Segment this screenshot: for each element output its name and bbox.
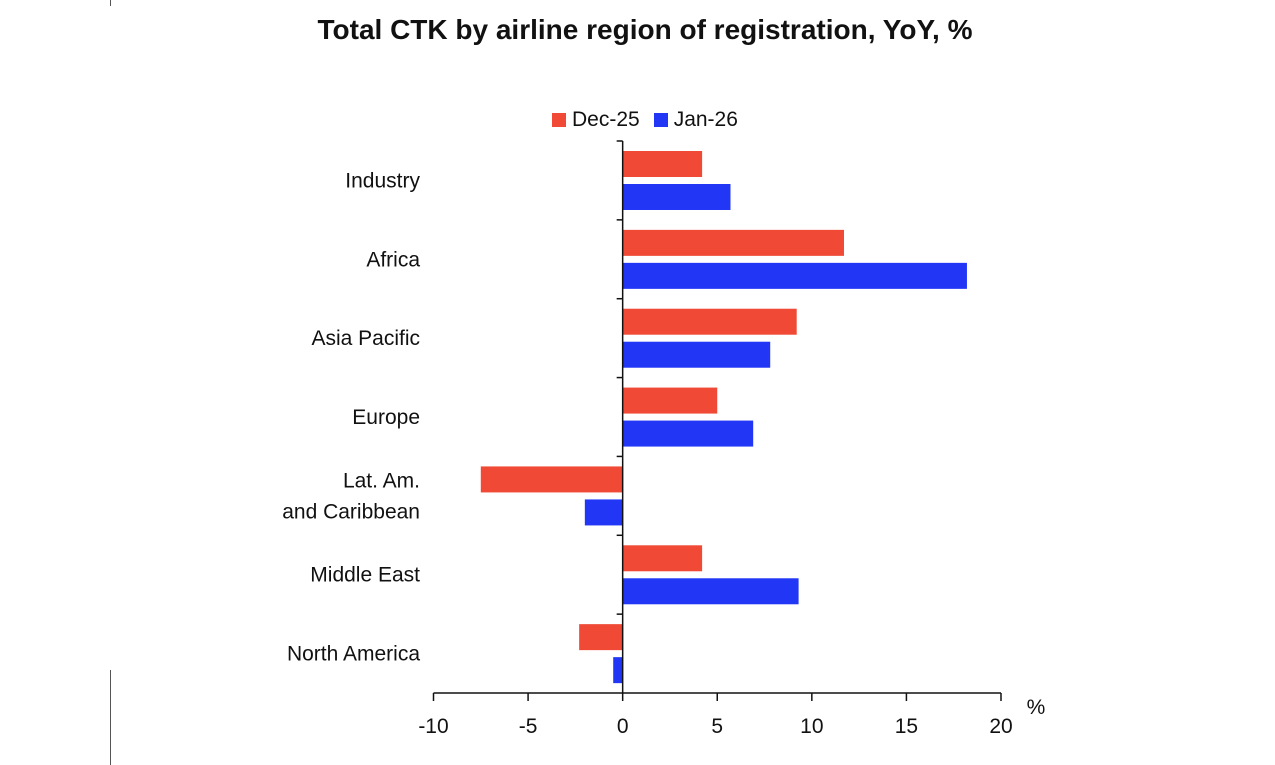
bar-dec-25 <box>480 466 623 493</box>
x-tick-label: 20 <box>989 715 1012 738</box>
legend: Dec-25 Jan-26 <box>552 108 738 132</box>
bar-jan-26 <box>622 184 731 210</box>
bar-jan-26 <box>622 262 967 289</box>
x-tick-label: -10 <box>418 715 448 738</box>
bar-jan-26 <box>584 499 623 526</box>
chart-title: Total CTK by airline region of registrat… <box>317 14 973 45</box>
x-tick-label: 5 <box>711 715 723 738</box>
legend-item-jan-26: Jan-26 <box>653 108 738 132</box>
x-tick-label: 10 <box>800 715 823 738</box>
edge-line <box>110 0 111 6</box>
edge-line <box>110 670 111 765</box>
bar-dec-25 <box>622 308 797 335</box>
x-tick-label: 0 <box>617 715 629 738</box>
x-axis-label: % <box>1027 696 1046 719</box>
category-label: Lat. Am. and Caribbean <box>282 469 420 523</box>
legend-label: Jan-26 <box>673 108 738 131</box>
legend-item-dec-25: Dec-25 <box>552 108 640 132</box>
category-label: North America <box>287 643 420 666</box>
bar-dec-25 <box>622 151 703 177</box>
legend-swatch <box>653 113 668 127</box>
bar-dec-25 <box>622 545 703 572</box>
bar-jan-26 <box>622 420 754 447</box>
bar-jan-26 <box>613 657 623 684</box>
legend-label: Dec-25 <box>572 108 640 131</box>
x-tick-label: -5 <box>519 715 538 738</box>
bar-dec-25 <box>622 387 718 414</box>
category-label: Africa <box>366 248 420 271</box>
bar-dec-25 <box>622 229 844 256</box>
bar-jan-26 <box>622 578 799 605</box>
legend-swatch <box>552 113 566 127</box>
category-label: Asia Pacific <box>311 327 420 350</box>
x-tick-label: 15 <box>895 715 918 738</box>
bar-jan-26 <box>622 341 771 368</box>
bar-dec-25 <box>579 624 623 651</box>
category-label: Middle East <box>310 564 420 587</box>
category-label: Industry <box>345 169 420 192</box>
category-label: Europe <box>352 406 420 429</box>
